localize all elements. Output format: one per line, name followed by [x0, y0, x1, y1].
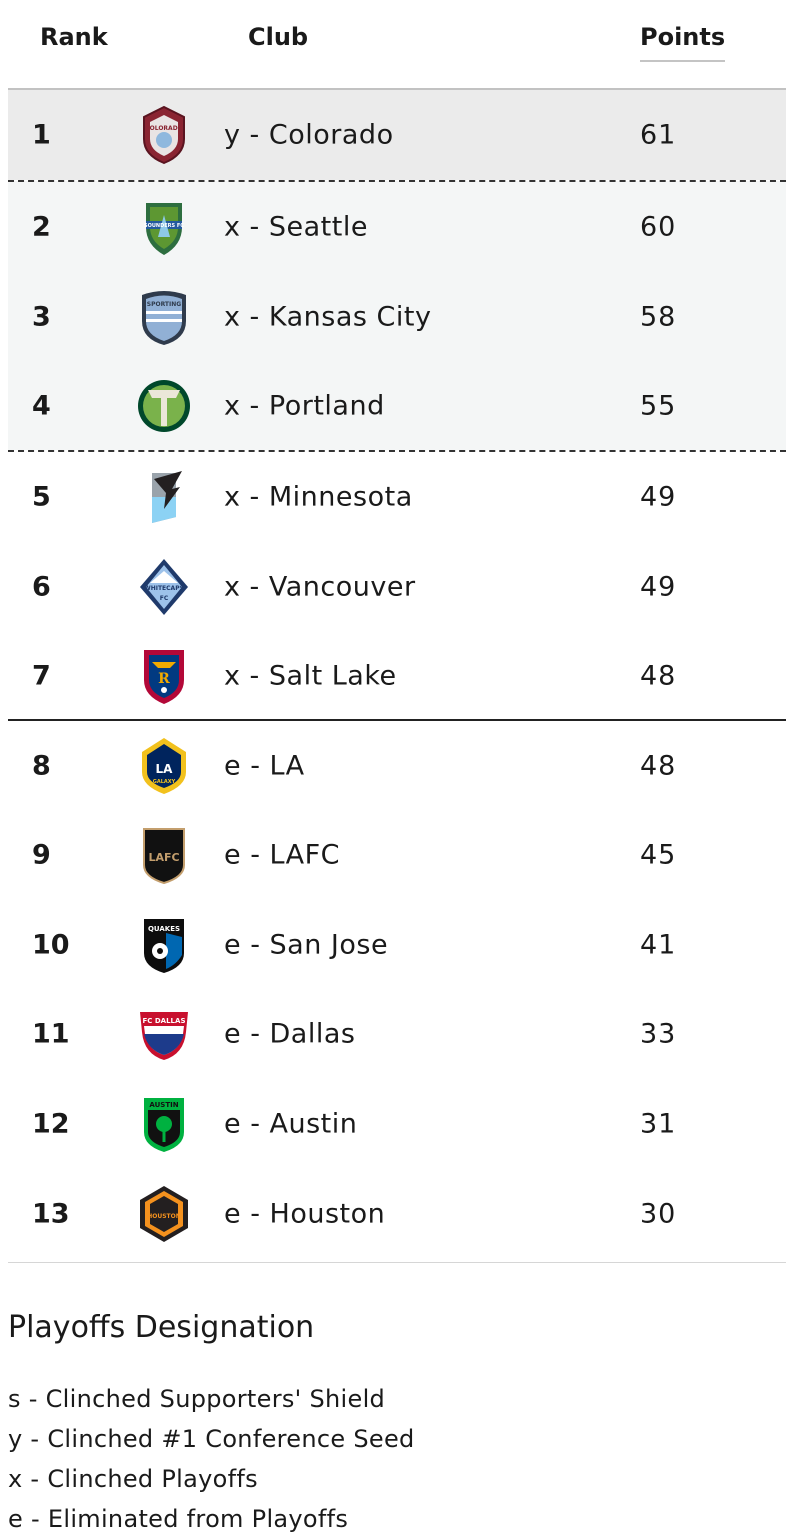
- svg-text:GALAXY: GALAXY: [153, 779, 176, 785]
- svg-text:LA: LA: [156, 762, 174, 776]
- points-cell: 60: [640, 211, 677, 243]
- column-header-rank[interactable]: Rank: [40, 23, 108, 51]
- san-jose-quakes-crest-icon: QUAKES: [136, 915, 192, 975]
- svg-text:SOUNDERS FC: SOUNDERS FC: [144, 223, 184, 229]
- table-row[interactable]: 5 x - Minnesota 49: [8, 452, 786, 542]
- rank-cell: 7: [32, 660, 51, 691]
- svg-text:AUSTIN: AUSTIN: [149, 1101, 178, 1109]
- playoff-line-divider: [8, 719, 786, 721]
- table-row[interactable]: 6 WHITECAPS FC x - Vancouver 49: [8, 542, 786, 631]
- club-name-link[interactable]: e - Austin: [224, 1108, 358, 1139]
- club-name-link[interactable]: y - Colorado: [224, 119, 394, 151]
- svg-text:HOUSTON: HOUSTON: [147, 1213, 181, 1220]
- table-row[interactable]: 4 x - Portland 55: [8, 361, 786, 450]
- legend-item: y - Clinched #1 Conference Seed: [8, 1425, 415, 1453]
- table-row[interactable]: 9 LAFC e - LAFC 45: [8, 810, 786, 900]
- points-cell: 58: [640, 301, 677, 332]
- points-cell: 49: [640, 481, 677, 513]
- legend-item: e - Eliminated from Playoffs: [8, 1505, 349, 1533]
- lafc-crest-icon: LAFC: [136, 825, 192, 885]
- portland-timbers-crest-icon: [136, 376, 192, 436]
- rank-cell: 5: [32, 481, 51, 513]
- club-name-link[interactable]: x - Portland: [224, 390, 385, 421]
- column-header-club[interactable]: Club: [248, 23, 309, 51]
- points-cell: 49: [640, 571, 677, 602]
- la-galaxy-crest-icon: LA GALAXY: [136, 736, 192, 796]
- rank-cell: 8: [32, 750, 51, 781]
- table-row[interactable]: 3 SPORTING x - Kansas City 58: [8, 272, 786, 361]
- table-row[interactable]: 11 FC DALLAS e - Dallas 33: [8, 989, 786, 1079]
- club-name-link[interactable]: x - Seattle: [224, 211, 368, 243]
- rank-cell: 9: [32, 839, 51, 871]
- seed-cutoff-divider: [8, 180, 786, 182]
- austin-fc-crest-icon: AUSTIN: [136, 1094, 192, 1154]
- svg-text:R: R: [158, 671, 170, 687]
- rank-cell: 2: [32, 211, 51, 243]
- rank-cell: 4: [32, 390, 51, 421]
- legend-item: s - Clinched Supporters' Shield: [8, 1385, 386, 1413]
- playoff-bye-divider: [8, 450, 786, 452]
- highlight-band-top-seeds: [8, 181, 786, 450]
- club-name-link[interactable]: e - LAFC: [224, 839, 341, 871]
- table-row[interactable]: 1 COLORADO y - Colorado 61: [8, 90, 786, 180]
- club-name-link[interactable]: e - Dallas: [224, 1018, 356, 1050]
- rank-cell: 12: [32, 1108, 70, 1139]
- table-top-border: [8, 88, 786, 90]
- club-name-link[interactable]: x - Kansas City: [224, 301, 432, 332]
- vancouver-whitecaps-crest-icon: WHITECAPS FC: [136, 557, 192, 617]
- table-row[interactable]: 2 SOUNDERS FC x - Seattle 60: [8, 182, 786, 272]
- svg-text:FC: FC: [160, 595, 169, 602]
- colorado-rapids-crest-icon: COLORADO: [136, 105, 192, 165]
- legend-item: x - Clinched Playoffs: [8, 1465, 258, 1493]
- points-cell: 45: [640, 839, 677, 871]
- rank-cell: 1: [32, 119, 51, 151]
- column-header-points-sorted[interactable]: Points: [640, 22, 726, 62]
- svg-text:WHITECAPS: WHITECAPS: [144, 585, 184, 592]
- rank-cell: 6: [32, 571, 51, 602]
- points-cell: 48: [640, 660, 677, 691]
- table-row[interactable]: 10 QUAKES e - San Jose 41: [8, 900, 786, 989]
- svg-text:LAFC: LAFC: [148, 851, 179, 864]
- points-cell: 30: [640, 1198, 677, 1230]
- fc-dallas-crest-icon: FC DALLAS: [136, 1004, 192, 1064]
- svg-text:FC DALLAS: FC DALLAS: [143, 1017, 186, 1025]
- points-cell: 33: [640, 1018, 677, 1050]
- minnesota-united-crest-icon: [136, 467, 192, 527]
- svg-text:SPORTING: SPORTING: [147, 301, 182, 308]
- rank-cell: 13: [32, 1198, 70, 1230]
- standings-header: Rank Club Points: [0, 0, 786, 89]
- club-name-link[interactable]: x - Salt Lake: [224, 660, 397, 691]
- rank-cell: 3: [32, 301, 51, 332]
- club-name-link[interactable]: x - Minnesota: [224, 481, 413, 513]
- club-name-link[interactable]: e - San Jose: [224, 929, 389, 960]
- points-cell: 48: [640, 750, 677, 781]
- table-row[interactable]: 8 LA GALAXY e - LA 48: [8, 721, 786, 810]
- club-name-link[interactable]: x - Vancouver: [224, 571, 416, 602]
- rank-cell: 10: [32, 929, 70, 960]
- legend-title: Playoffs Designation: [8, 1310, 315, 1345]
- highlight-band-first: [8, 90, 786, 180]
- rank-cell: 11: [32, 1018, 70, 1050]
- svg-text:COLORADO: COLORADO: [145, 125, 183, 132]
- club-name-link[interactable]: e - LA: [224, 750, 305, 781]
- seattle-sounders-crest-icon: SOUNDERS FC: [136, 197, 192, 257]
- real-salt-lake-crest-icon: R: [136, 646, 192, 706]
- svg-text:QUAKES: QUAKES: [148, 925, 180, 933]
- sporting-kc-crest-icon: SPORTING: [136, 287, 192, 347]
- table-bottom-border: [8, 1262, 786, 1263]
- points-cell: 61: [640, 119, 677, 151]
- table-row[interactable]: 13 HOUSTON e - Houston 30: [8, 1168, 786, 1260]
- points-cell: 41: [640, 929, 677, 960]
- houston-dynamo-crest-icon: HOUSTON: [136, 1184, 192, 1244]
- table-row[interactable]: 7 R x - Salt Lake 48: [8, 631, 786, 720]
- club-name-link[interactable]: e - Houston: [224, 1198, 386, 1230]
- table-row[interactable]: 12 AUSTIN e - Austin 31: [8, 1079, 786, 1168]
- points-cell: 55: [640, 390, 677, 421]
- points-cell: 31: [640, 1108, 677, 1139]
